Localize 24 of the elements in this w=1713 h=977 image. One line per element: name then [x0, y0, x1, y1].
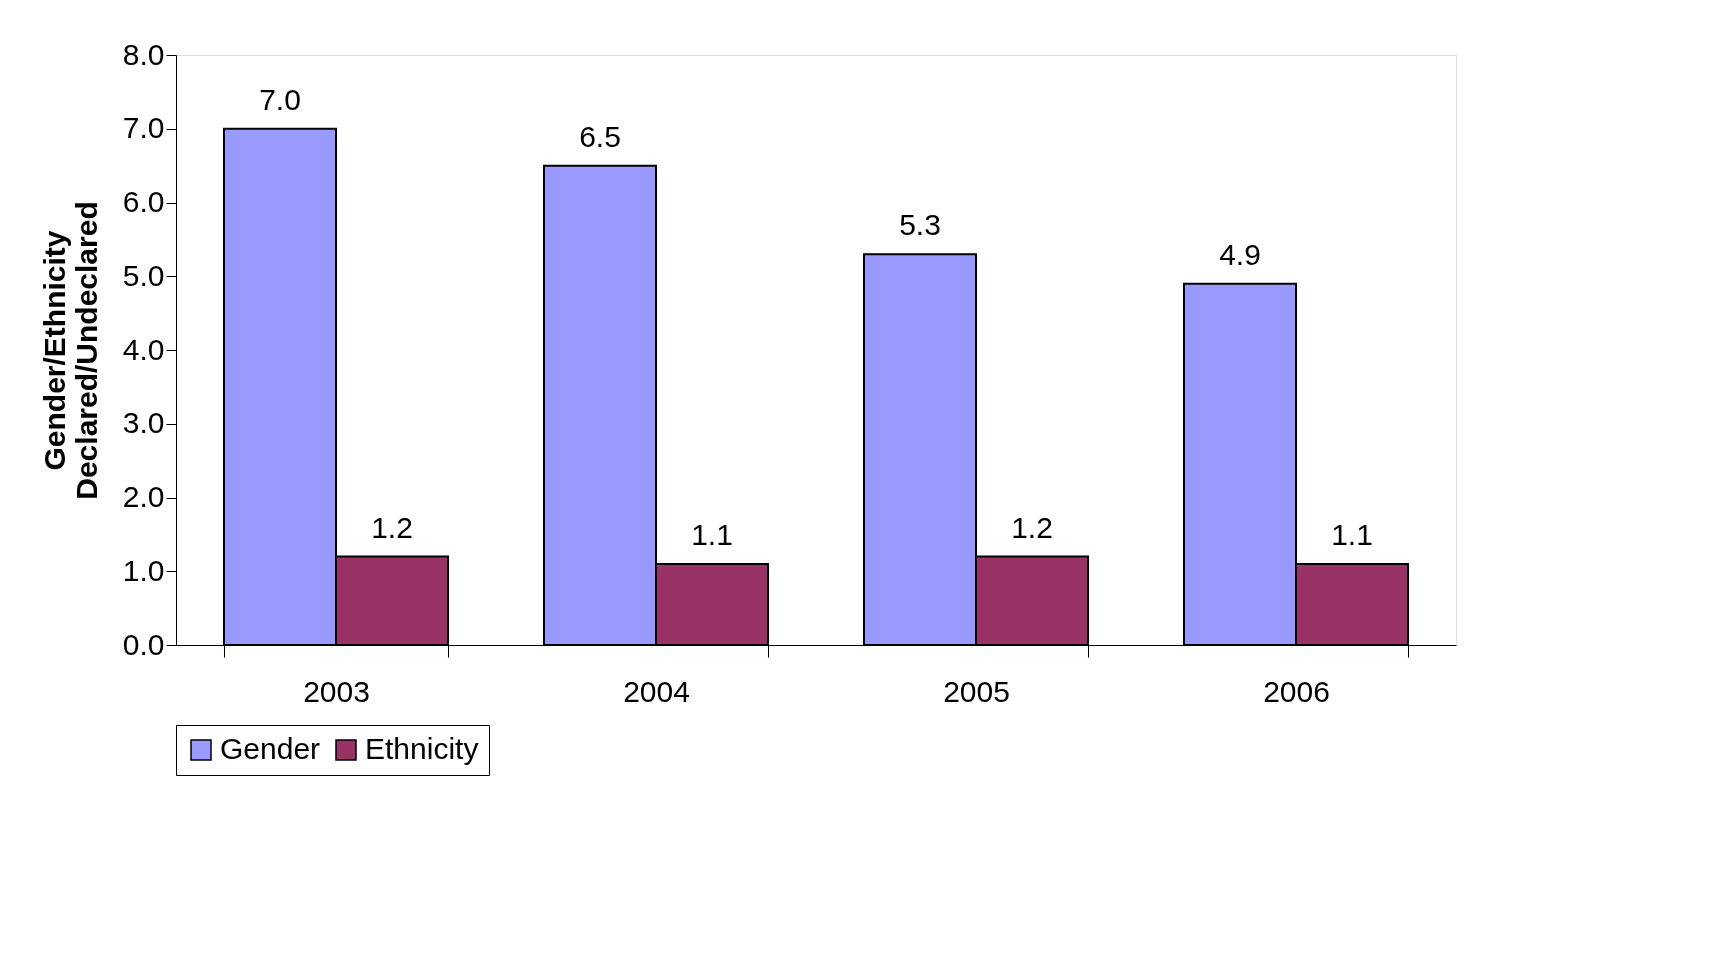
y-axis-title: Gender/Ethnicity Declared/Undeclared: [37, 201, 103, 500]
y-tick-label: 2.0: [122, 480, 165, 513]
y-tick-label: 6.0: [122, 185, 165, 218]
data-label: 1.2: [1011, 510, 1053, 544]
legend-label: Ethnicity: [365, 732, 479, 765]
x-tick-label: 2005: [943, 674, 1010, 708]
x-tick-label: 2003: [303, 674, 370, 708]
y-tick-label: 4.0: [122, 332, 165, 366]
data-label: 6.5: [579, 119, 621, 153]
y-tick-label: 5.0: [122, 258, 165, 292]
data-label: 7.0: [259, 82, 301, 116]
data-label: 1.1: [1331, 517, 1373, 551]
y-tick-label: 8.0: [122, 37, 165, 71]
y-tick-label: 3.0: [122, 406, 165, 440]
data-label: 5.3: [899, 208, 941, 242]
y-tick-label: 7.0: [122, 111, 165, 145]
y-tick-label: 1.0: [122, 553, 165, 587]
data-label: 4.9: [1219, 237, 1261, 271]
data-label: 1.2: [371, 510, 413, 544]
x-tick-label: 2004: [623, 674, 690, 708]
legend-label: Gender: [220, 732, 321, 765]
y-tick-label: 0.0: [122, 627, 165, 661]
data-label: 1.1: [691, 517, 733, 551]
x-tick-label: 2006: [1263, 674, 1330, 708]
